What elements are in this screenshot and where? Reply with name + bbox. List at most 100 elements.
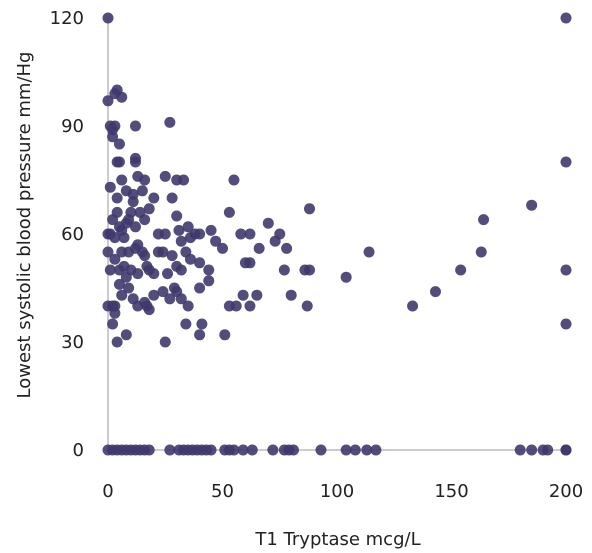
data-point [206,225,217,236]
data-point [132,268,143,279]
data-point [526,200,537,211]
data-point [279,265,290,276]
x-tick-label: 150 [434,481,468,502]
data-point [341,272,352,283]
data-point [116,175,127,186]
data-point [194,283,205,294]
data-point [107,319,118,330]
data-point [267,445,278,456]
data-point [167,193,178,204]
data-point [455,265,466,276]
data-point [254,243,265,254]
data-point [112,337,123,348]
data-point [194,257,205,268]
data-point [206,445,217,456]
y-tick-label: 120 [50,8,84,29]
data-point [228,175,239,186]
data-point [235,229,246,240]
data-point [315,445,326,456]
data-point [219,329,230,340]
data-point [144,445,155,456]
data-point [176,265,187,276]
data-point [112,193,123,204]
data-point [302,301,313,312]
data-point [203,265,214,276]
data-point [370,445,381,456]
y-tick-label: 60 [61,224,84,245]
data-point [526,445,537,456]
data-point [105,121,116,132]
data-point [160,171,171,182]
y-tick-label: 30 [61,332,84,353]
data-point [430,286,441,297]
data-point [304,203,315,214]
data-point [178,175,189,186]
data-point [128,196,139,207]
x-axis-title: T1 Tryptase mcg/L [254,529,420,550]
data-point [217,243,228,254]
data-point [148,193,159,204]
data-point [160,229,171,240]
data-point [251,290,262,301]
data-point [240,257,251,268]
data-point [121,272,132,283]
data-point [561,13,572,24]
data-point [364,247,375,258]
data-point [139,250,150,261]
data-point [130,121,141,132]
data-point [137,185,148,196]
data-point [114,139,125,150]
data-point [144,203,155,214]
data-point [123,283,134,294]
x-tick-label: 50 [211,481,234,502]
data-point [270,236,281,247]
data-point [542,445,553,456]
data-point [238,290,249,301]
data-point [231,301,242,312]
data-point [130,153,141,164]
data-point [288,445,299,456]
data-point [109,308,120,319]
data-point [116,92,127,103]
data-point [121,329,132,340]
data-point [263,218,274,229]
data-point [103,13,114,24]
data-point [139,175,150,186]
y-tick-labels: 0 30 60 90 120 [50,8,84,461]
data-point [183,301,194,312]
data-point [224,207,235,218]
data-point [144,304,155,315]
data-point [515,445,526,456]
data-point [196,319,207,330]
data-points [103,13,572,456]
data-point [167,250,178,261]
x-tick-label: 0 [102,481,113,502]
data-point [561,445,572,456]
data-point [112,207,123,218]
data-point [407,301,418,312]
data-point [244,301,255,312]
data-point [171,211,182,222]
data-point [286,290,297,301]
data-point [180,319,191,330]
data-point [304,265,315,276]
data-point [119,232,130,243]
x-tick-labels: 0 50 100 150 200 [102,481,583,502]
data-point [194,229,205,240]
data-point [162,268,173,279]
data-point [160,337,171,348]
x-tick-label: 100 [320,481,354,502]
data-point [105,182,116,193]
data-point [561,265,572,276]
y-tick-label: 0 [73,440,84,461]
data-point [476,247,487,258]
data-point [148,268,159,279]
data-point [114,157,125,168]
data-point [203,275,214,286]
data-point [350,445,361,456]
data-point [561,319,572,330]
data-point [561,157,572,168]
data-point [139,214,150,225]
x-tick-label: 200 [549,481,583,502]
